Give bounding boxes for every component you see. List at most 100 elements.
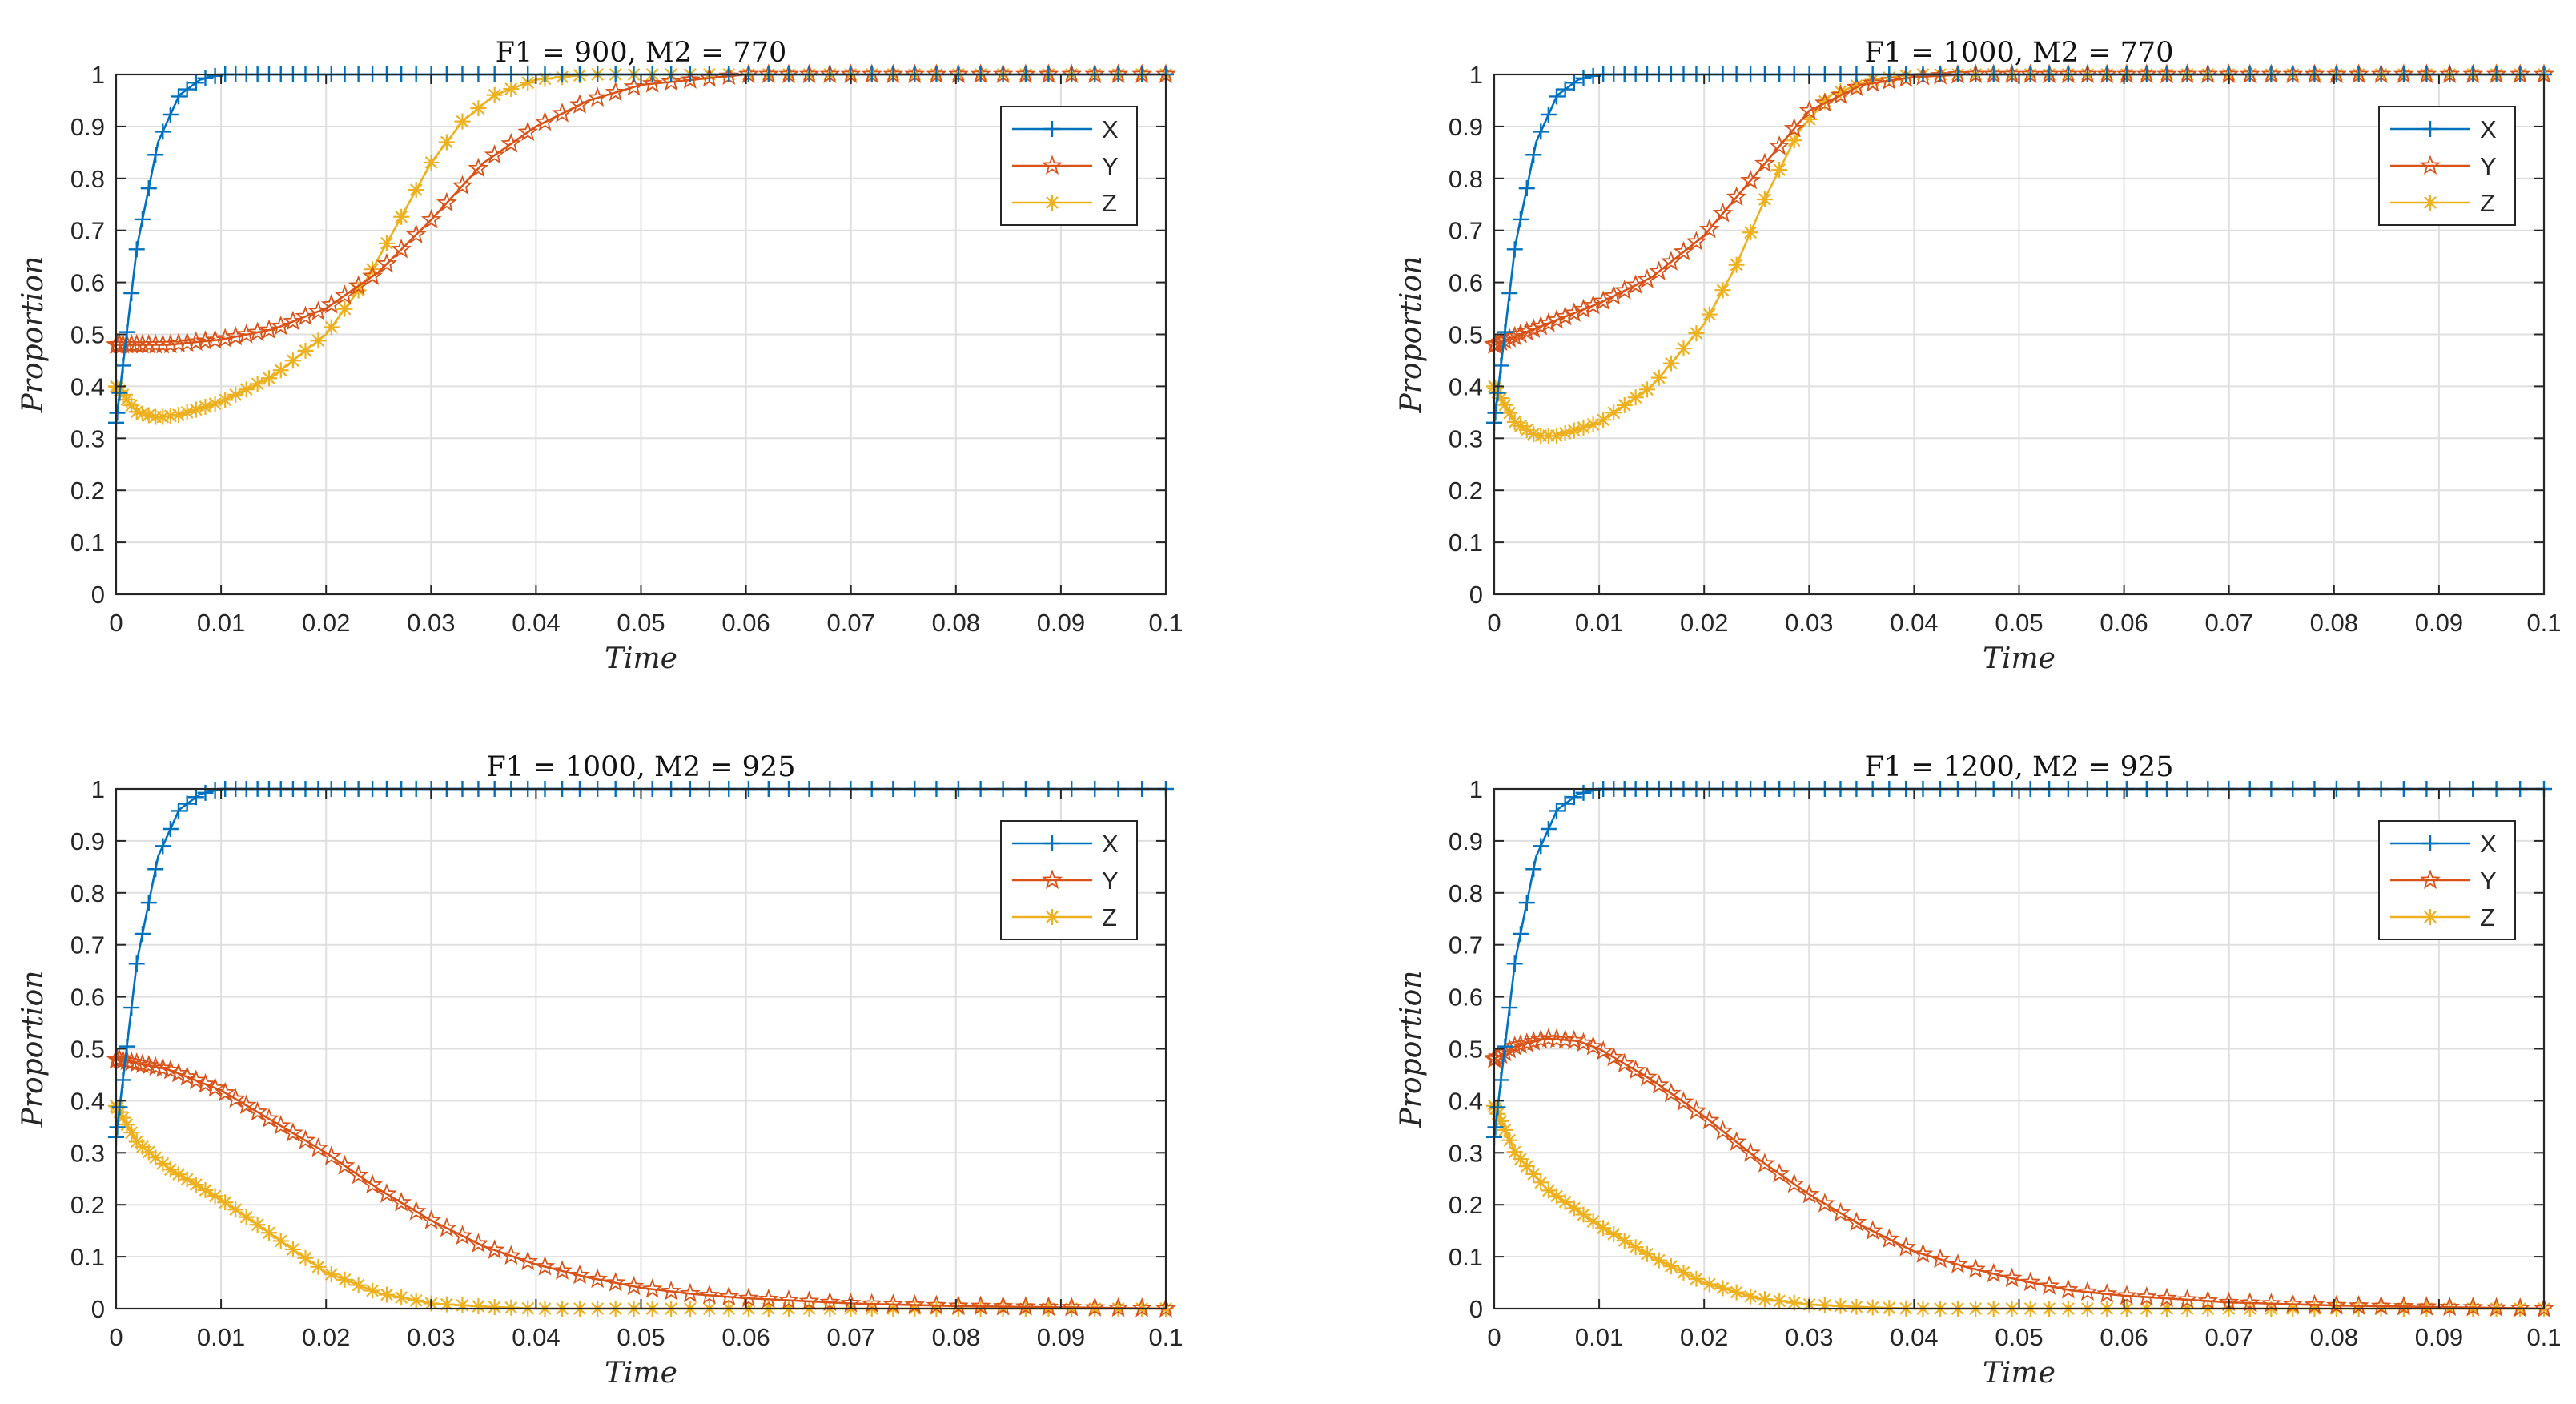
data-point-y [861,1293,882,1313]
data-point-x [1487,404,1504,421]
legend-marker-y [1042,155,1063,175]
data-point-z [1756,1291,1773,1308]
x-tick-label: 0.07 [827,1323,875,1351]
data-point-x [1518,895,1535,911]
data-point-z [364,1282,381,1299]
data-point-z [520,74,536,91]
data-point-y [534,1256,556,1276]
data-point-y [1523,1031,1545,1051]
data-point-x [1533,123,1549,140]
data-point-x [140,180,157,197]
legend-marker-z [2422,195,2438,211]
data-point-y [138,1055,159,1075]
data-point-z [119,1116,135,1133]
data-point-x [1549,88,1565,105]
data-point-z [503,81,520,98]
data-point-z [1742,224,1759,241]
data-point-z [1650,1252,1667,1269]
legend-label-y: Y [2480,867,2497,895]
data-point-y [282,310,303,331]
data-point-z [1565,422,1582,439]
data-point-y [484,144,505,164]
data-point-z [378,1286,395,1303]
data-point-z [187,1177,204,1193]
data-point-z [227,386,244,403]
x-tick-label: 0.06 [2100,1323,2148,1351]
x-axis-label: Time [1983,1357,2056,1390]
data-point-y [2534,1297,2554,1318]
x-tick-label: 0.06 [2100,609,2148,637]
data-point-y [2370,1295,2392,1315]
y-tick-label: 1 [91,61,105,89]
data-point-y [819,1291,841,1312]
y-tick-label: 0.4 [70,1087,105,1115]
data-point-z [1501,1132,1518,1149]
y-tick-label: 0.7 [70,931,105,959]
data-point-x [187,789,204,806]
data-point-y [1614,280,1635,300]
data-point-z [284,352,301,369]
data-point-z [272,362,289,379]
data-point-z [123,1124,140,1141]
data-point-z [1493,390,1509,407]
data-point-z [1549,428,1565,445]
y-tick-label: 0.1 [1449,529,1483,557]
data-point-x [187,74,204,91]
data-point-x [1518,180,1535,197]
legend-marker-x [1044,121,1060,137]
data-point-y [1516,1032,1537,1052]
data-point-x [1497,324,1513,340]
data-point-z [140,407,157,424]
data-point-z [1728,1284,1745,1301]
data-point-y [500,1245,522,1265]
data-point-y [1846,1211,1867,1232]
legend: XYZ [2378,106,2516,226]
data-point-y [679,69,701,89]
data-point-y [1084,1297,1106,1317]
y-axis-label: Proportion [1395,971,1428,1128]
y-tick-label: 0.1 [1449,1243,1483,1271]
data-point-z [470,1298,487,1315]
data-point-x [1512,925,1529,942]
x-tick-label: 0 [1487,609,1501,637]
y-tick-label: 0.4 [1449,1087,1483,1115]
y-tick-label: 0 [91,1295,105,1323]
data-point-y [320,1145,342,1165]
data-point-y [159,1059,181,1080]
data-point-z [503,1299,520,1316]
data-point-x [171,803,187,819]
data-point-y [1740,1142,1762,1162]
data-point-z [1771,1293,1788,1309]
data-point-y [348,275,369,295]
data-point-y [1686,231,1707,251]
chart-panel-2: 0 0.01 0.02 0.03 0.04 0.05 0.06 0.07 0.08 0.09 0.1… [1395,37,2562,675]
series-y [106,1048,1176,1318]
data-point-z [249,376,266,392]
data-point-z [123,397,140,414]
data-point-y [2239,1292,2261,1312]
legend: XYZ [1000,820,1138,940]
y-tick-label: 0 [91,581,105,609]
data-point-z [147,1149,164,1166]
data-point-y [2176,1289,2198,1309]
data-point-y [641,1278,663,1298]
data-point-y [517,1250,539,1271]
data-point-y [195,1073,216,1093]
y-tick-label: 0.5 [70,1036,105,1064]
chart-panel-1: 0 0.01 0.02 0.03 0.04 0.05 0.06 0.07 0.08 0.09 0.1… [17,37,1184,675]
y-tick-label: 0.2 [1449,477,1483,505]
data-point-y [376,252,397,273]
data-point-x [1549,803,1565,819]
data-point-y [679,1282,701,1303]
data-point-x [1575,784,1592,801]
data-point-y [661,70,682,91]
y-tick-label: 0.1 [70,1243,105,1271]
x-tick-label: 0.07 [2205,609,2253,637]
data-point-z [227,1201,244,1218]
data-point-z [207,396,223,412]
data-point-y [992,1295,1014,1316]
data-point-z [1525,1165,1542,1182]
legend-label-z: Z [2480,189,2495,217]
y-tick-label: 0.9 [70,113,105,141]
data-point-y [204,1076,226,1097]
